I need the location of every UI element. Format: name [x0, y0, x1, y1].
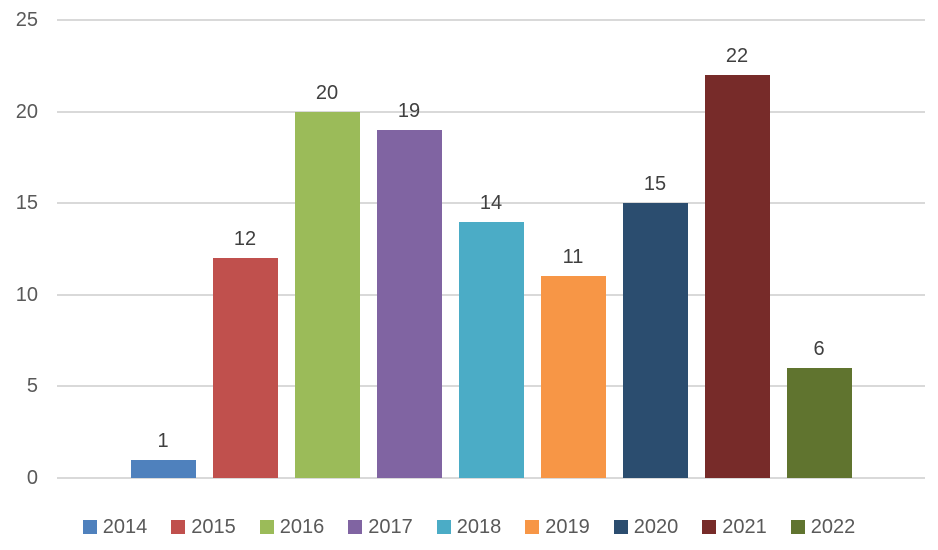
- y-axis-label: 15: [15, 192, 38, 215]
- gridline: [57, 202, 925, 205]
- bar-2014[interactable]: 1: [130, 430, 196, 478]
- legend-swatch-icon: [702, 520, 717, 534]
- legend-swatch-icon: [171, 520, 186, 534]
- x-axis-line: [57, 477, 925, 479]
- legend-swatch-icon: [436, 520, 451, 534]
- data-label-2022: 6: [813, 338, 825, 361]
- bar-2017[interactable]: 19: [376, 100, 442, 478]
- bar-group: 1 12 20 19 14 11 15 22 6: [57, 20, 925, 478]
- legend-label: 2018: [456, 516, 502, 538]
- legend-label: 2021: [722, 516, 767, 538]
- legend-item-2020[interactable]: 2020: [613, 515, 679, 539]
- data-label-2019: 11: [562, 246, 584, 269]
- legend-label: 2015: [191, 516, 236, 538]
- legend-item-2018[interactable]: 2018: [436, 515, 502, 539]
- data-label-2018: 14: [479, 191, 503, 214]
- legend-label: 2014: [102, 516, 148, 538]
- data-label-2015: 12: [233, 228, 257, 251]
- bar-2019[interactable]: 11: [540, 246, 606, 478]
- bar-2016[interactable]: 20: [294, 82, 360, 478]
- legend-swatch-icon: [82, 520, 97, 534]
- legend-item-2016[interactable]: 2016: [259, 515, 325, 539]
- y-axis-label: 20: [15, 100, 38, 123]
- gridline: [57, 19, 925, 21]
- legend-swatch-icon: [348, 520, 363, 534]
- legend-label: 2016: [279, 516, 325, 538]
- legend-item-2015[interactable]: 2015: [171, 515, 236, 539]
- plot-area: 1 12 20 19 14 11 15 22 6: [57, 19, 925, 479]
- legend-item-2014[interactable]: 2014: [82, 515, 148, 539]
- legend-label: 2017: [368, 516, 413, 538]
- data-label-2017: 19: [397, 99, 421, 122]
- bar-2020[interactable]: 15: [622, 173, 688, 478]
- legend-swatch-icon: [525, 520, 540, 534]
- y-axis-label: 25: [15, 9, 38, 31]
- bar-2018[interactable]: 14: [458, 192, 524, 478]
- y-axis-label: 10: [15, 283, 38, 306]
- legend: 2014 2015 2016 2017 2018 2019 2020 2021 2022: [0, 510, 938, 544]
- legend-swatch-icon: [790, 520, 805, 534]
- bar-2021[interactable]: 22: [704, 45, 770, 478]
- legend-label: 2022: [810, 516, 856, 538]
- y-axis-label: 5: [26, 375, 38, 398]
- gridline: [57, 110, 925, 113]
- y-axis-label: 0: [26, 467, 38, 489]
- data-label-2020: 15: [643, 173, 667, 196]
- legend-swatch-icon: [259, 520, 274, 534]
- bar-2015[interactable]: 12: [212, 228, 278, 478]
- legend-item-2019[interactable]: 2019: [525, 515, 590, 539]
- data-label-2014: 1: [157, 429, 169, 452]
- legend-swatch-icon: [613, 520, 628, 534]
- bar-2022[interactable]: 6: [786, 338, 852, 478]
- legend-label: 2020: [633, 516, 679, 538]
- data-label-2021: 22: [725, 44, 749, 67]
- legend-item-2017[interactable]: 2017: [348, 515, 413, 539]
- legend-label: 2019: [545, 516, 590, 538]
- legend-item-2021[interactable]: 2021: [702, 515, 767, 539]
- legend-item-2022[interactable]: 2022: [790, 515, 856, 539]
- data-label-2016: 20: [315, 81, 339, 104]
